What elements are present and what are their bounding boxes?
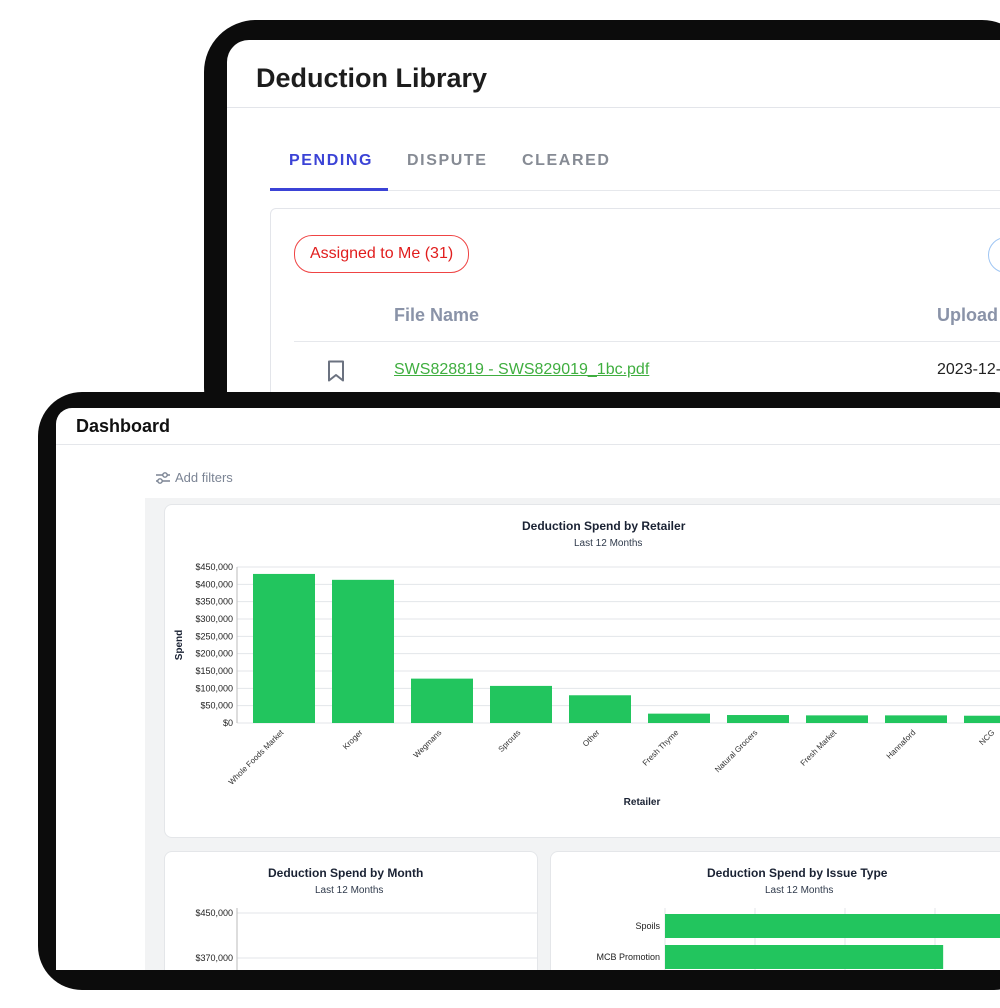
- bar: [665, 945, 944, 969]
- bar: [332, 579, 394, 723]
- bar: [490, 685, 552, 723]
- file-name-link[interactable]: SWS828819 - SWS829019_1bc.pdf: [394, 361, 650, 378]
- x-tick-label: Natural Grocers: [713, 728, 759, 774]
- retailer-chart-panel: Deduction Spend by Retailer Last 12 Mont…: [164, 504, 1000, 838]
- y-tick-label: $400,000: [195, 579, 233, 589]
- header-divider: [227, 107, 1000, 108]
- y-tick-label: Spoils: [635, 921, 660, 931]
- y-tick-label: $350,000: [195, 597, 233, 607]
- x-tick-label: NCG: [977, 728, 996, 747]
- y-tick-label: $200,000: [195, 649, 233, 659]
- column-header-upload[interactable]: Upload: [937, 305, 998, 325]
- y-axis-label: Spend: [174, 630, 185, 661]
- bar: [806, 715, 868, 723]
- chart-subtitle: Last 12 Months: [765, 885, 834, 896]
- page-title: Deduction Library: [256, 63, 488, 93]
- y-tick-label: $0: [223, 718, 233, 728]
- x-tick-label: Whole Foods Market: [227, 728, 286, 787]
- bar: [885, 715, 947, 723]
- issue-type-chart-panel: Deduction Spend by Issue Type Last 12 Mo…: [550, 851, 1000, 970]
- y-tick-label: $150,000: [195, 666, 233, 676]
- x-tick-label: Other: [581, 728, 602, 749]
- issue-type-bar-chart: Spoils MCB Promotion: [596, 908, 1000, 970]
- tab-pending[interactable]: PENDING: [289, 152, 374, 169]
- dashboard-screen: Dashboard Add filters Deduction Spend by…: [56, 408, 1000, 970]
- x-tick-label: Wegmans: [412, 728, 444, 760]
- bookmark-icon[interactable]: [327, 360, 345, 382]
- bar: [569, 695, 631, 723]
- deduction-library-screen: Deduction Library PENDING DISPUTE CLEARE…: [227, 40, 1000, 420]
- add-filters-button[interactable]: Add filters: [155, 470, 233, 485]
- file-table-card: Assigned to Me (31) File Name Upload SWS…: [270, 208, 1000, 420]
- dashboard-header-divider: [56, 444, 1000, 445]
- y-tick-label: $50,000: [200, 701, 233, 711]
- retailer-bar-chart: $0 $50,000 $100,000 $150,000 $200,000 $250,00…: [174, 562, 1000, 808]
- bar: [727, 715, 789, 723]
- x-tick-label: Fresh Thyme: [641, 728, 681, 768]
- y-tick-label: $370,000: [195, 953, 233, 963]
- assigned-to-me-filter[interactable]: Assigned to Me (31): [294, 235, 470, 273]
- bar: [411, 678, 473, 723]
- active-tab-indicator: [270, 188, 388, 191]
- y-tick-label: $100,000: [195, 683, 233, 693]
- month-bar-chart: $450,000 $370,000: [195, 908, 537, 970]
- month-chart-panel: Deduction Spend by Month Last 12 Months …: [164, 851, 538, 970]
- bar: [665, 914, 1000, 938]
- column-header-file-name[interactable]: File Name: [394, 305, 480, 325]
- chart-title: Deduction Spend by Issue Type: [707, 866, 888, 880]
- x-tick-label: Kroger: [341, 728, 365, 752]
- bar: [253, 573, 315, 723]
- y-tick-label: $250,000: [195, 631, 233, 641]
- y-tick-label: $450,000: [195, 562, 233, 572]
- dashboard-title: Dashboard: [76, 416, 171, 436]
- y-tick-label: $450,000: [195, 908, 233, 918]
- chart-title: Deduction Spend by Month: [268, 866, 424, 880]
- tab-cleared[interactable]: CLEARED: [522, 152, 611, 169]
- tab-dispute[interactable]: DISPUTE: [407, 152, 488, 169]
- x-tick-label: Fresh Market: [799, 728, 839, 768]
- add-filters-label: Add filters: [175, 470, 233, 485]
- x-tick-label: Sprouts: [497, 728, 523, 754]
- x-tick-label: Hannaford: [885, 728, 918, 761]
- dashboard-content: Deduction Spend by Retailer Last 12 Mont…: [145, 498, 1000, 970]
- upload-date-cell: 2023-12-: [937, 361, 1000, 378]
- row-divider: [294, 341, 1000, 342]
- filter-sliders-icon: [156, 472, 170, 484]
- bar: [648, 713, 710, 723]
- chart-subtitle: Last 12 Months: [574, 538, 643, 549]
- x-axis-label: Retailer: [624, 797, 661, 808]
- chart-subtitle: Last 12 Months: [315, 885, 384, 896]
- y-tick-label: $300,000: [195, 614, 233, 624]
- bar: [964, 715, 1000, 723]
- chart-title: Deduction Spend by Retailer: [522, 519, 686, 533]
- y-tick-label: MCB Promotion: [596, 952, 660, 962]
- tab-bar: PENDING DISPUTE CLEARED: [270, 144, 1000, 191]
- circle-action-button[interactable]: [988, 237, 1000, 273]
